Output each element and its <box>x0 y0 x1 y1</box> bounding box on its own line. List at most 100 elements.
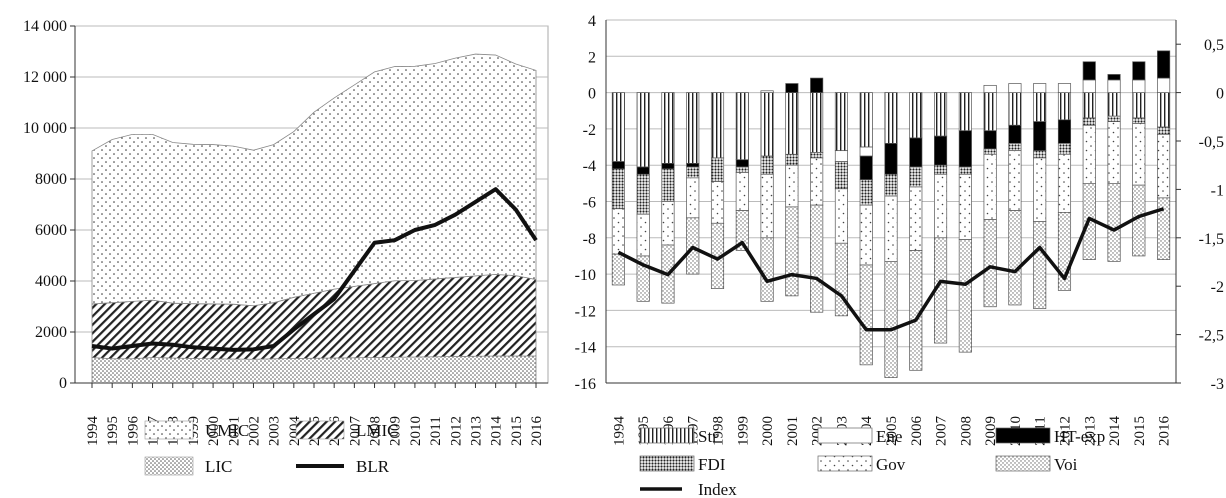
x-tick-label: 2006 <box>909 416 925 447</box>
bar-str <box>611 92 625 162</box>
bar-str <box>1033 92 1047 122</box>
bar-voi <box>611 253 625 286</box>
x-tick-label: 2009 <box>983 416 999 446</box>
bar-gov <box>1157 133 1171 199</box>
x-tick-label: 2015 <box>1132 416 1148 446</box>
x-tick-label: 2001 <box>226 416 242 446</box>
x-tick-label: 2013 <box>468 416 484 446</box>
legend-label-blr: BLR <box>356 457 390 476</box>
bar-voi <box>983 219 997 308</box>
area-lic <box>91 355 537 384</box>
bar-ht-exp <box>1033 121 1047 152</box>
x-tick-label: 1994 <box>611 416 627 447</box>
bar-fdi <box>1132 117 1146 124</box>
bar-gov <box>884 195 898 262</box>
legend-swatch-ene <box>817 427 873 444</box>
line-index <box>617 207 1165 332</box>
legend-swatch-voi <box>995 455 1051 472</box>
y-tick-label: 0 <box>588 86 596 103</box>
bar-gov <box>834 188 848 244</box>
y2-tick-label: -2,5 <box>1199 328 1224 345</box>
legends: UMIC LMIC LIC BLR Str Ene HT-exp FDI Gov Voi Index <box>144 420 1105 498</box>
bar-str <box>661 92 675 164</box>
bar-str <box>710 92 725 159</box>
bar-gov <box>1008 150 1022 211</box>
y-tick-label: 10 000 <box>23 120 67 137</box>
bar-voi <box>958 239 972 353</box>
x-tick-label: 2003 <box>267 416 283 446</box>
bar-fdi <box>1057 143 1072 155</box>
x-tick-label: 2009 <box>388 416 404 446</box>
bar-ht-exp <box>934 135 948 166</box>
x-tick-label: 2015 <box>509 416 525 446</box>
bar-ht-exp <box>958 130 972 168</box>
bar-ht-exp <box>686 163 700 168</box>
bar-gov <box>760 173 774 239</box>
bar-voi <box>1107 183 1121 262</box>
bar-gov <box>636 213 650 257</box>
bar-gov <box>934 173 948 239</box>
bar-ht-exp <box>735 159 749 168</box>
y-tick-label: -4 <box>583 158 596 175</box>
x-tick-label: 1998 <box>711 416 727 446</box>
legend-swatch-str <box>639 427 695 444</box>
bar-voi <box>834 242 848 317</box>
bar-fdi <box>1008 143 1022 152</box>
bar-gov <box>1033 157 1047 222</box>
bar-ht-exp <box>1057 119 1072 144</box>
x-tick-label: 2001 <box>785 416 801 446</box>
y2-tick-label: -1,5 <box>1199 231 1224 248</box>
bar-ht-exp <box>983 130 997 150</box>
x-tick-label: 2014 <box>1107 416 1123 447</box>
bar-gov <box>958 173 972 240</box>
bar-str <box>834 92 848 152</box>
x-tick-label: 1996 <box>125 416 141 447</box>
y2-tick-label: 0,5 <box>1204 37 1224 54</box>
y-tick-label: 4 <box>588 13 596 30</box>
x-tick-label: 2005 <box>884 416 900 446</box>
bar-ht-exp <box>1157 50 1171 79</box>
bar-ene <box>859 146 873 157</box>
bar-ene <box>1008 83 1022 93</box>
legend-label-lic: LIC <box>205 457 232 476</box>
x-tick-label: 2016 <box>1157 416 1173 447</box>
bar-voi <box>735 210 749 251</box>
legend-label-voi: Voi <box>1054 455 1078 474</box>
right-bar-chart: 4 2 0 -2 -4 -6 -8 -10 -12 -14 -16 0,5 0 -0,5 -1 -1,5 -2 -… <box>575 13 1224 446</box>
x-tick-label: 2013 <box>1082 416 1098 446</box>
bar-fdi <box>611 168 625 210</box>
bar-gov <box>785 164 799 208</box>
x-tick-label: 1999 <box>735 416 751 446</box>
y-tick-label: -6 <box>583 195 596 212</box>
x-tick-label: 2000 <box>206 416 222 446</box>
bar-str <box>958 92 972 132</box>
y2-tick-label: 0 <box>1216 86 1224 103</box>
bar-ene <box>760 90 774 93</box>
bar-gov <box>686 177 700 219</box>
bar-ht-exp <box>810 77 824 93</box>
bar-fdi <box>958 166 972 175</box>
x-tick-label: 2000 <box>760 416 776 446</box>
y-tick-label: -12 <box>575 303 596 320</box>
x-tick-label: 2012 <box>448 416 464 446</box>
legend-label-str: Str <box>698 427 718 446</box>
legend-swatch-umic <box>144 420 194 440</box>
y-tick-label: -14 <box>575 340 596 357</box>
legend-label-index: Index <box>698 480 737 498</box>
bar-str <box>760 92 774 157</box>
legend-label-fdi: FDI <box>698 455 726 474</box>
y-tick-label: 14 000 <box>23 18 67 35</box>
area-umic <box>91 53 537 307</box>
legend-label-gov: Gov <box>876 455 906 474</box>
legend-label-lmic: LMIC <box>356 421 399 440</box>
bar-ene <box>834 150 848 162</box>
bar-str <box>686 92 700 164</box>
legend-swatch-fdi <box>639 455 695 472</box>
legend-swatch-gov <box>817 455 873 472</box>
bar-fdi <box>834 161 848 190</box>
bar-fdi <box>760 155 774 175</box>
bar-fdi <box>1157 126 1171 135</box>
bar-ene <box>1057 83 1072 93</box>
bar-fdi <box>686 166 700 179</box>
